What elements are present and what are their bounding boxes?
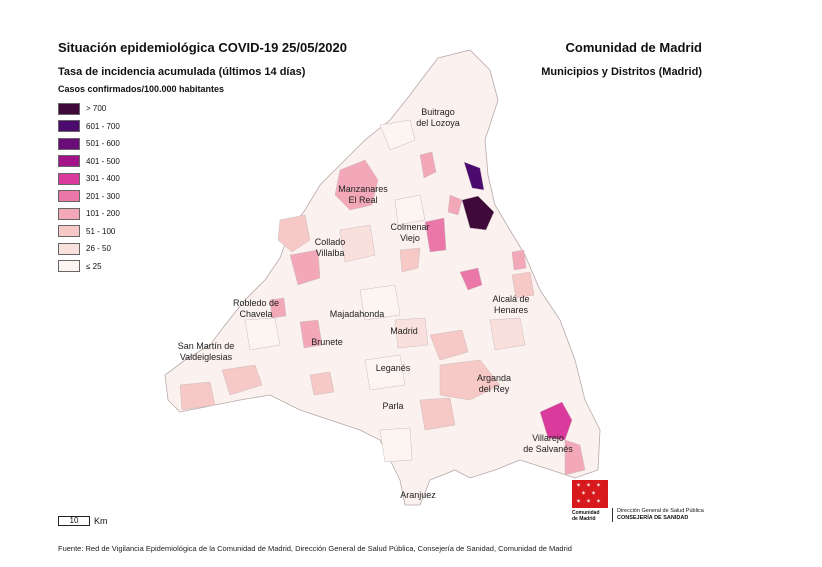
- place-label: Leganés: [376, 363, 411, 373]
- municipality-rate-101-200: [447, 194, 463, 216]
- legend-label: > 700: [86, 104, 107, 114]
- legend-label: 101 - 200: [86, 209, 120, 219]
- place-label-line2: de Salvanés: [523, 444, 573, 454]
- place-label: Parla: [382, 401, 403, 411]
- legend-title: Casos confirmados/100.000 habitantes: [58, 84, 225, 94]
- place-label-line2: El Real: [348, 195, 377, 205]
- legend-label: ≤ 25: [86, 261, 102, 271]
- place-label: Madrid: [390, 326, 418, 336]
- legend-item: 101 - 200: [58, 205, 224, 223]
- place-label: Villarejo: [532, 433, 564, 443]
- scale-value: 10: [58, 516, 90, 526]
- municipality-rate-101-200: [419, 151, 437, 179]
- municipality-rate-101-200: [277, 214, 311, 253]
- legend-item: 51 - 100: [58, 223, 224, 241]
- place-label-line2: Chavela: [239, 309, 272, 319]
- legend-swatch: [58, 102, 80, 115]
- place-label-line2: Valdeiglesias: [180, 352, 233, 362]
- place-label-line2: Henares: [494, 305, 529, 315]
- municipality-rate-101-200: [399, 247, 421, 273]
- legend-swatch: [58, 225, 80, 238]
- legend-item: 401 - 500: [58, 153, 224, 171]
- municipality-rate-51-100: [439, 359, 501, 401]
- municipality-rate-301-400: [459, 267, 483, 291]
- place-label-line2: del Rey: [479, 384, 510, 394]
- legend-item: 201 - 300: [58, 188, 224, 206]
- place-label: Robledo de: [233, 298, 279, 308]
- municipality-rate-51-100: [419, 397, 456, 431]
- legend-swatch: [58, 137, 80, 150]
- place-label: Buitrago: [421, 107, 455, 117]
- logo-line1: Comunidad: [572, 510, 600, 516]
- municipality-rate-101-200: [269, 297, 287, 319]
- municipality-rate-301-400: [539, 401, 573, 441]
- municipality-rate-101-200: [221, 364, 263, 396]
- legend-label: 401 - 500: [86, 156, 120, 166]
- municipality-rate-201-300: [424, 217, 447, 253]
- place-label: Majadahonda: [330, 309, 385, 319]
- legend-item: 601 - 700: [58, 118, 224, 136]
- legend-swatch: [58, 242, 80, 255]
- legend-swatch: [58, 120, 80, 133]
- legend-item: 26 - 50: [58, 240, 224, 258]
- madrid-flag-icon: ✶ ✶ ✶ ✶ ✶ ✶ ✶ ✶: [572, 480, 608, 508]
- place-label: Aranjuez: [400, 490, 436, 500]
- department-label: Dirección General de Salud Pública CONSE…: [612, 508, 704, 522]
- legend-label: 51 - 100: [86, 226, 116, 236]
- municipality-rate-101-200: [511, 271, 535, 299]
- legend-swatch: [58, 260, 80, 273]
- place-label: San Martín de: [178, 341, 235, 351]
- source-footer: Fuente: Red de Vigilancia Epidemiológica…: [58, 544, 572, 553]
- legend-rows: > 700 601 - 700 501 - 600 401 - 500 301 - 40…: [58, 100, 224, 275]
- department-line2: CONSEJERÍA DE SANIDAD: [617, 515, 689, 521]
- legend-label: 601 - 700: [86, 121, 120, 131]
- scale-unit: Km: [94, 516, 108, 526]
- region-title: Comunidad de Madrid: [565, 40, 703, 55]
- department-line1: Dirección General de Salud Pública: [617, 508, 704, 514]
- place-label: Brunete: [311, 337, 343, 347]
- municipality-rate-101-200: [564, 439, 586, 476]
- municipality-rate-601-700: [463, 161, 485, 191]
- comunidad-madrid-logo: ✶ ✶ ✶ ✶ ✶ ✶ ✶ ✶ Comunidad de Madrid: [572, 480, 608, 526]
- municipality-rate-51-100: [429, 329, 469, 361]
- place-label: Colmenar: [390, 222, 429, 232]
- municipality-rate-101-200: [289, 249, 321, 286]
- legend-swatch: [58, 155, 80, 168]
- legend-swatch: [58, 190, 80, 203]
- logo-line2: de Madrid: [572, 516, 596, 522]
- place-label-line2: Viejo: [400, 233, 420, 243]
- legend-label: 201 - 300: [86, 191, 120, 201]
- legend-label: 26 - 50: [86, 244, 111, 254]
- place-label: Manzanares: [338, 184, 388, 194]
- legend-item: 301 - 400: [58, 170, 224, 188]
- place-label-line2: del Lozoya: [416, 118, 460, 128]
- map-title: Situación epidemiológica COVID-19 25/05/…: [58, 40, 347, 55]
- legend-label: 301 - 400: [86, 174, 120, 184]
- legend-item: > 700: [58, 100, 224, 118]
- place-label: Collado: [315, 237, 346, 247]
- place-label-line2: Villalba: [316, 248, 345, 258]
- legend-item: 501 - 600: [58, 135, 224, 153]
- municipality-rate-101-200: [511, 249, 527, 271]
- legend-item: ≤ 25: [58, 258, 224, 276]
- place-label: Arganda: [477, 373, 511, 383]
- legend: Casos confirmados/100.000 habitantes > 7…: [58, 84, 224, 275]
- legend-swatch: [58, 172, 80, 185]
- legend-swatch: [58, 207, 80, 220]
- municipality-rate-51-100: [179, 381, 216, 411]
- map-subtitle: Tasa de incidencia acumulada (últimos 14…: [58, 66, 306, 78]
- place-label: Alcalá de: [492, 294, 529, 304]
- legend-label: 501 - 600: [86, 139, 120, 149]
- map-subtitle-right: Municipios y Distritos (Madrid): [541, 66, 702, 78]
- scale-bar: 10 Km: [58, 516, 108, 526]
- municipality-rate-51-100: [309, 371, 335, 396]
- municipality-rate-101-200: [299, 319, 323, 349]
- municipality-rate-above-700: [461, 195, 495, 231]
- municipality-rate-101-200: [334, 159, 379, 211]
